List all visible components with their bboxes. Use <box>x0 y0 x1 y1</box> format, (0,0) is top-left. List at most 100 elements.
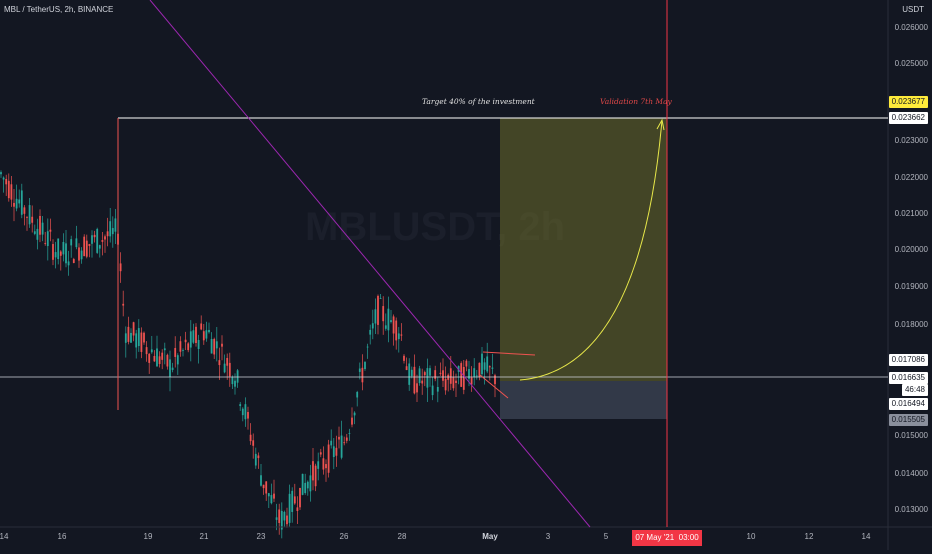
price-axis-tick: 0.015000 <box>894 431 928 440</box>
target-curve-arrow <box>656 118 665 131</box>
candle-body <box>205 330 208 339</box>
candle-body <box>7 180 10 199</box>
candle-body <box>306 481 309 489</box>
candle-body <box>332 446 335 458</box>
candle-body <box>83 236 86 257</box>
candle-body <box>390 320 392 323</box>
candle-body <box>270 495 273 504</box>
time-marker-time: 03:00 <box>678 533 699 542</box>
candle-body <box>202 331 205 341</box>
candle-body <box>15 198 18 209</box>
candle-body <box>418 368 421 384</box>
candle-body <box>304 482 307 494</box>
candle-body <box>78 247 80 261</box>
stop-price-label: 0.015505 <box>888 414 928 426</box>
candle-body <box>431 385 434 396</box>
candle-body <box>171 367 174 370</box>
time-axis-tick: 23 <box>256 532 266 541</box>
candle-body <box>39 215 41 235</box>
candle-body <box>345 437 348 441</box>
candle-body <box>494 375 496 385</box>
candle-body <box>5 179 8 185</box>
candle-body <box>241 408 244 416</box>
quote-currency: USDT <box>902 5 924 14</box>
candle-body <box>231 377 234 385</box>
candle-body <box>444 378 447 391</box>
candle-body <box>215 341 218 349</box>
candle-body <box>184 339 187 343</box>
candle-body <box>41 222 44 235</box>
candle-body <box>317 461 320 469</box>
entry-price-label: 0.016494 <box>888 398 928 410</box>
candle-body <box>143 332 145 343</box>
candle-body <box>486 356 489 372</box>
candle-body <box>223 363 226 373</box>
candle-body <box>403 355 405 361</box>
candle-body <box>475 375 478 377</box>
candle-body <box>379 297 382 299</box>
stop-zone <box>500 381 667 419</box>
target-curve <box>519 119 663 381</box>
time-axis-tick: 12 <box>804 532 814 541</box>
candle-body <box>44 243 47 244</box>
candle-body <box>2 177 5 180</box>
candle-body <box>249 434 252 442</box>
candle-body <box>364 362 366 370</box>
candle-body <box>101 240 104 242</box>
validation-annotation[interactable]: Validation 7th May <box>600 97 672 106</box>
candle-body <box>182 350 184 352</box>
candle-body <box>343 442 346 444</box>
candle-body <box>351 417 353 425</box>
candle-body <box>62 241 65 255</box>
candle-body <box>408 363 411 385</box>
price-axis-tick: 0.022000 <box>894 173 928 182</box>
candle-body <box>114 218 117 232</box>
candle-body <box>80 250 83 260</box>
candle-body <box>65 243 67 264</box>
target-annotation[interactable]: Target 40% of the investment <box>422 97 535 106</box>
target-zone <box>500 118 667 381</box>
candle-body <box>473 368 476 378</box>
candle-body <box>221 343 223 347</box>
candle-body <box>166 354 169 367</box>
candle-body <box>57 238 60 260</box>
candle-body <box>88 244 91 246</box>
candle-body <box>20 190 23 215</box>
candle-body <box>275 517 278 520</box>
candle-body <box>353 412 356 416</box>
candle-body <box>478 362 481 378</box>
candle-body <box>470 377 473 385</box>
candle-body <box>135 333 138 348</box>
time-axis-tick: May <box>482 532 498 541</box>
candle-body <box>262 484 265 489</box>
time-axis-tick: 21 <box>199 532 209 541</box>
candle-body <box>455 380 457 384</box>
candle-body <box>208 329 210 333</box>
candle-body <box>46 231 49 247</box>
candle-body <box>267 493 270 497</box>
candle-body <box>442 370 444 381</box>
candle-body <box>28 205 31 225</box>
candle-body <box>200 323 203 330</box>
time-axis-tick: 3 <box>545 532 551 541</box>
candle-body <box>436 386 439 392</box>
price-axis-tick: 0.026000 <box>894 23 928 32</box>
candle-body <box>410 369 413 377</box>
candle-body <box>301 473 304 495</box>
candle-body <box>338 436 340 440</box>
candle-body <box>67 261 70 266</box>
candle-body <box>26 217 28 218</box>
candle-body <box>296 507 299 512</box>
candle-body <box>98 245 101 249</box>
candle-body <box>10 184 13 200</box>
candle-body <box>265 481 268 494</box>
candle-body <box>33 231 36 234</box>
price-axis-tick: 0.020000 <box>894 245 928 254</box>
candle-body <box>260 475 262 486</box>
candle-body <box>59 251 62 256</box>
candle-body <box>153 355 156 362</box>
candle-body <box>195 326 197 344</box>
candle-body <box>239 404 242 407</box>
